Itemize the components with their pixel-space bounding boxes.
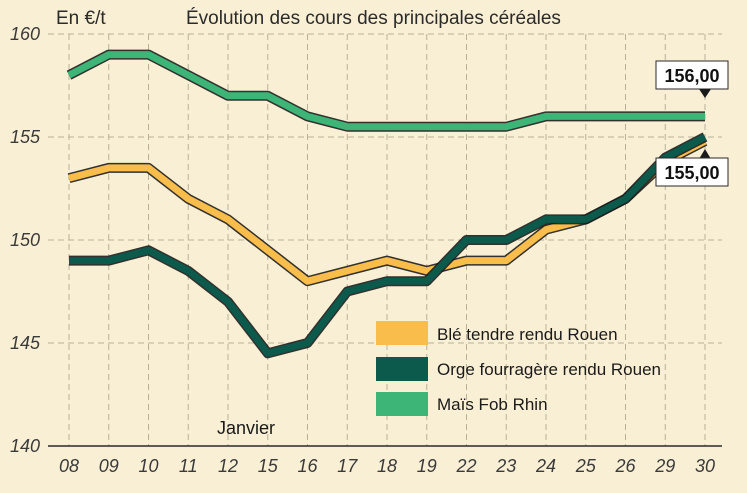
x-tick-label-8: 18 <box>377 456 397 476</box>
x-tick-label-2: 10 <box>138 456 158 476</box>
x-tick-label-14: 26 <box>614 456 636 476</box>
callout-box-maize <box>655 60 729 90</box>
y-axis-label: En €/t <box>56 8 106 29</box>
x-tick-label-11: 23 <box>495 456 516 476</box>
annotation-janvier: Janvier <box>217 418 275 438</box>
callout-pointer-barley <box>699 149 711 159</box>
y-tick-label-0: 140 <box>10 436 40 456</box>
x-tick-label-10: 22 <box>455 456 476 476</box>
x-tick-label-1: 09 <box>99 456 119 476</box>
x-tick-label-7: 17 <box>337 456 358 476</box>
x-tick-label-12: 24 <box>535 456 556 476</box>
legend-swatch-ble <box>376 321 428 345</box>
callout-barley: 155,00 <box>655 149 729 187</box>
chart-title: Évolution des cours des principales céré… <box>186 8 561 29</box>
x-tick-label-13: 25 <box>575 456 597 476</box>
legend-label-orge: Orge fourragère rendu Rouen <box>437 360 661 379</box>
x-tick-label-15: 29 <box>654 456 675 476</box>
callout-maize: 156,00 <box>655 60 729 98</box>
callout-value-barley: 155,00 <box>664 163 719 183</box>
x-tick-label-5: 15 <box>258 456 279 476</box>
x-tick-label-16: 30 <box>695 456 715 476</box>
x-tick-labels: 08 09 10 11 12 15 16 17 18 19 22 23 24 25 26 29 30 <box>59 456 715 476</box>
x-tick-label-0: 08 <box>59 456 79 476</box>
x-tick-label-4: 12 <box>218 456 238 476</box>
legend-label-ble: Blé tendre rendu Rouen <box>437 325 618 344</box>
y-tick-label-4: 160 <box>10 24 40 44</box>
legend-swatch-orge <box>376 357 428 381</box>
y-tick-label-3: 155 <box>10 127 41 147</box>
x-tick-label-9: 19 <box>417 456 437 476</box>
x-tick-label-6: 16 <box>297 456 318 476</box>
legend: Blé tendre rendu Rouen Orge fourragère r… <box>376 321 661 416</box>
callout-value-maize: 156,00 <box>664 66 719 86</box>
legend-swatch-mais <box>376 392 428 416</box>
x-tick-label-3: 11 <box>179 456 198 476</box>
callout-pointer-maize <box>699 89 711 98</box>
series-lines <box>66 49 708 359</box>
y-tick-label-2: 150 <box>10 230 40 250</box>
y-tick-label-1: 145 <box>10 333 41 353</box>
legend-label-mais: Maïs Fob Rhin <box>437 395 548 414</box>
y-tick-labels: 140 145 150 155 160 <box>10 24 41 456</box>
callout-box-barley <box>655 157 729 187</box>
